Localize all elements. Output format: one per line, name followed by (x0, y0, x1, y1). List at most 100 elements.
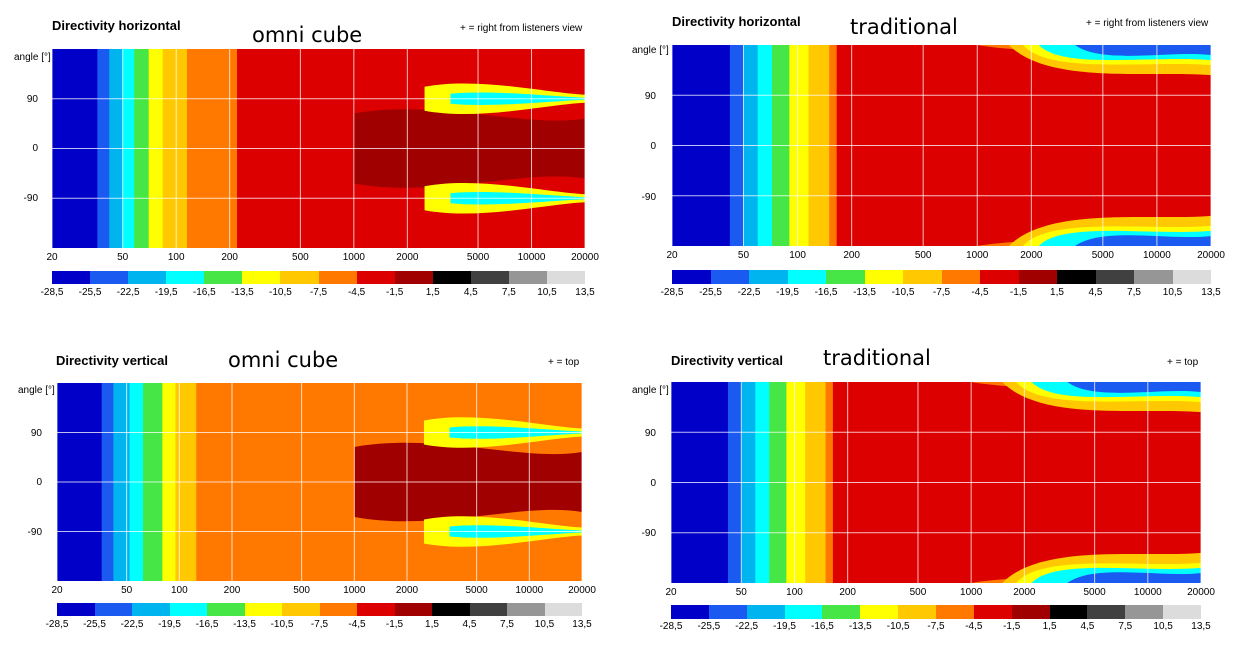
colorbar-tick-label: -4,5 (348, 619, 366, 630)
colorbar-segment (1057, 270, 1096, 284)
x-tick-label: 50 (737, 250, 750, 261)
x-tick-label: 5000 (1083, 587, 1106, 598)
chart-title: Directivity horizontal (52, 18, 181, 33)
colorbar-tick-label: -25,5 (697, 621, 721, 632)
colorbar-segment (508, 271, 548, 284)
colorbar-segment (1049, 605, 1088, 619)
colorbar-segment (319, 603, 357, 616)
colorbar-tick-label: -10,5 (269, 287, 292, 298)
colorbar-tick-label: 7,5 (1118, 621, 1133, 632)
colorbar-tick-label: -13,5 (853, 287, 876, 298)
colorbar-tick-label: -16,5 (192, 287, 216, 298)
x-tick-label: 500 (914, 250, 932, 261)
colorbar-segment (90, 271, 129, 284)
colorbar-tick-label: 13,5 (1191, 621, 1211, 632)
colorbar-segment (166, 271, 205, 284)
colorbar-segment (469, 603, 507, 616)
colorbar-segment (507, 603, 545, 616)
chart-note: + = right from listeners view (460, 23, 583, 34)
colorbar-segment (169, 603, 207, 616)
colorbar-segment (132, 603, 170, 616)
x-tick-label: 200 (223, 585, 241, 596)
lobe-shape (1067, 572, 1201, 583)
colorbar-segment (394, 603, 432, 616)
colorbar-segment (1125, 605, 1164, 619)
colorbar-segment (671, 605, 709, 619)
colorbar-segment (672, 270, 711, 284)
chart-title: Directivity vertical (671, 353, 784, 368)
colorbar-segment (244, 603, 282, 616)
chart-note: + = right from listeners view (1086, 18, 1209, 29)
lobe-shape (1074, 235, 1211, 246)
colorbar-tick-label: -28,5 (45, 619, 69, 630)
colorbar-segment (1087, 605, 1126, 619)
colorbar-tick-label: -10,5 (270, 619, 294, 630)
y-tick-label: -90 (641, 528, 656, 539)
colorbar-tick-label: 1,5 (425, 619, 439, 630)
colorbar-tick-label: 4,5 (463, 287, 478, 298)
colorbar-tick-label: -4,5 (971, 287, 989, 298)
x-tick-label: 200 (843, 250, 860, 261)
colorbar-segment (432, 603, 470, 616)
colorbar-tick-label: -13,5 (233, 619, 256, 630)
lobe-shape (1074, 45, 1211, 56)
x-tick-label: 20000 (1187, 587, 1215, 598)
x-tick-label: 20000 (571, 252, 599, 263)
chart-subtitle: omni cube (252, 23, 363, 47)
colorbar-segment (357, 603, 395, 616)
lobe-shape (1067, 382, 1201, 393)
colorbar-segment (128, 271, 167, 284)
chart-title: Directivity vertical (56, 353, 169, 368)
y-axis-label: angle [°] (632, 385, 669, 396)
colorbar-segment (746, 605, 785, 619)
colorbar-tick-label: 10,5 (1162, 287, 1183, 298)
x-tick-label: 20000 (1197, 250, 1225, 261)
y-tick-label: 90 (644, 91, 656, 102)
colorbar-tick-label: 1,5 (425, 287, 440, 298)
colorbar-segment (52, 271, 91, 284)
colorbar-tick-label: 4,5 (462, 619, 477, 630)
colorbar-segment (822, 605, 861, 619)
colorbar-segment (1134, 270, 1173, 284)
colorbar-tick-label: 1,5 (1042, 621, 1057, 632)
colorbar-segment (356, 271, 395, 284)
chart-note: + = top (1167, 357, 1199, 368)
colorbar-segment (57, 603, 95, 616)
colorbar-tick-label: 1,5 (1050, 287, 1064, 298)
colorbar-segment (318, 271, 357, 284)
colorbar-tick-label: 4,5 (1088, 287, 1103, 298)
colorbar-tick-label: -4,5 (347, 287, 366, 298)
colorbar-segment (207, 603, 245, 616)
x-tick-label: 1000 (966, 250, 989, 261)
colorbar-segment (242, 271, 281, 284)
colorbar-tick-label: 13,5 (572, 619, 592, 630)
y-tick-label: 0 (32, 143, 38, 154)
y-axis-label: angle [°] (632, 45, 669, 56)
colorbar-tick-label: -25,5 (78, 287, 102, 298)
colorbar-segment (544, 603, 582, 616)
x-tick-label: 50 (117, 252, 129, 263)
colorbar-segment (547, 271, 586, 284)
colorbar-tick-label: -19,5 (776, 287, 799, 298)
x-tick-label: 1000 (343, 585, 366, 596)
colorbar-segment (708, 605, 747, 619)
colorbar-tick-label: -1,5 (386, 287, 404, 298)
x-tick-label: 20000 (568, 585, 596, 596)
x-tick-label: 500 (292, 252, 309, 263)
colorbar-segment (470, 271, 509, 284)
colorbar-tick-label: -10,5 (891, 287, 915, 298)
heatmap-plot (52, 49, 585, 248)
colorbar-segment (903, 270, 942, 284)
colorbar (671, 605, 1202, 619)
y-axis-label: angle [°] (18, 385, 55, 396)
colorbar-segment (1018, 270, 1057, 284)
x-tick-label: 200 (839, 587, 856, 598)
y-tick-label: 90 (644, 428, 656, 439)
colorbar-tick-label: -4,5 (965, 621, 983, 632)
colorbar-segment (710, 270, 749, 284)
y-tick-label: 0 (650, 478, 656, 489)
colorbar-tick-label: -7,5 (927, 621, 945, 632)
x-tick-label: 1000 (342, 252, 365, 263)
heatmap-svg (52, 49, 585, 248)
colorbar-tick-label: -16,5 (195, 619, 219, 630)
